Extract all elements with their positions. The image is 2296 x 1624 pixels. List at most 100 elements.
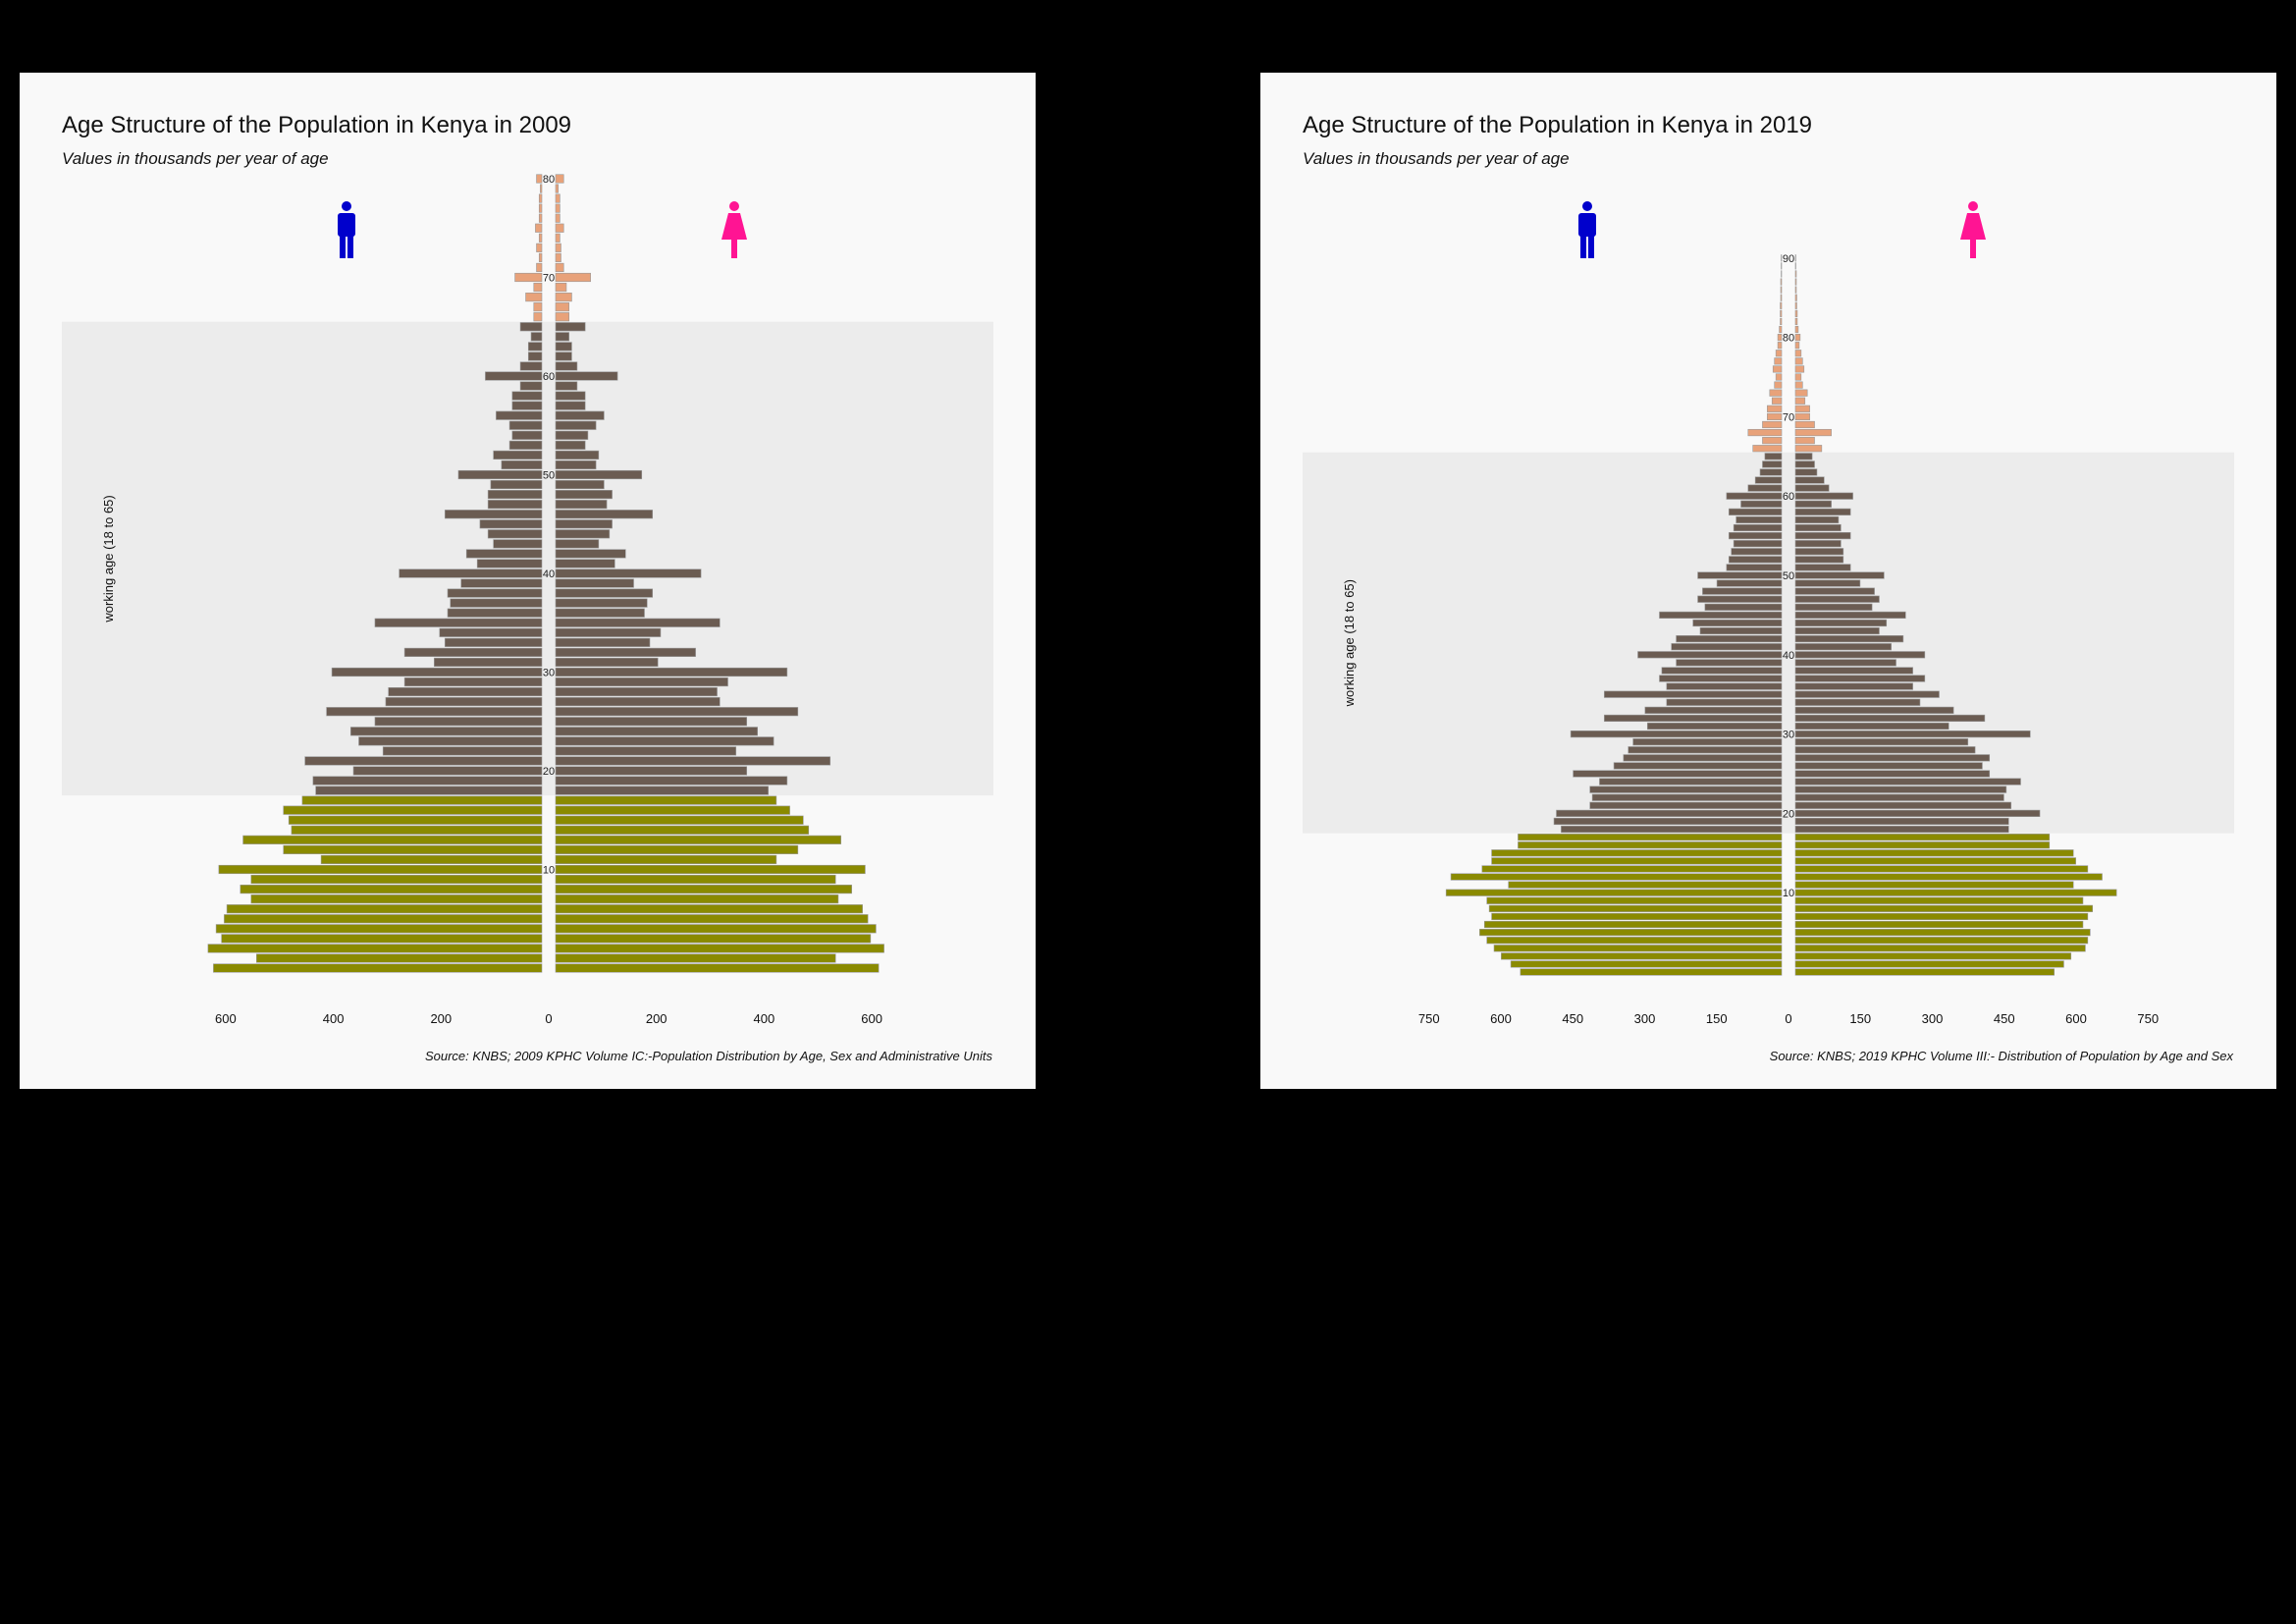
age-tick-label: 80 (1783, 333, 1794, 345)
male-bar (1780, 278, 1783, 286)
female-bar (555, 332, 570, 342)
male-bar (382, 746, 543, 756)
male-bar (1666, 682, 1783, 690)
male-bar (1676, 635, 1783, 643)
male-bar (1716, 579, 1783, 587)
male-icon-torso (338, 213, 355, 237)
chart-panel-2019: Age Structure of the Population in Kenya… (1260, 73, 2276, 1089)
male-bar (1764, 453, 1783, 460)
female-bar (1794, 564, 1851, 571)
age-tick-label: 70 (543, 273, 555, 285)
female-bar (1794, 920, 2084, 929)
chart-source: Source: KNBS; 2019 KPHC Volume III:- Dis… (1769, 1049, 2233, 1063)
male-bar (207, 944, 543, 953)
female-bar (1794, 929, 2091, 937)
male-bar (1666, 698, 1783, 706)
male-bar (1632, 738, 1783, 746)
x-tick-label: 150 (1706, 1011, 1728, 1026)
female-bar (1794, 778, 2021, 785)
female-bar (555, 223, 564, 233)
male-bar (514, 272, 543, 283)
male-bar (501, 460, 543, 470)
x-tick-label: 0 (545, 1011, 552, 1026)
working-age-band (1303, 452, 2234, 834)
female-bar (1794, 738, 1969, 746)
male-figure-icon (338, 201, 355, 258)
male-bar (447, 608, 543, 618)
female-bar (1794, 595, 1880, 603)
male-bar (374, 717, 543, 727)
age-tick-label: 10 (543, 865, 555, 877)
female-bar (555, 469, 643, 480)
x-tick-label: 450 (1562, 1011, 1583, 1026)
male-bar (1699, 626, 1783, 635)
male-bar (439, 627, 543, 637)
female-bar (555, 193, 561, 203)
female-bar (555, 410, 605, 420)
x-tick-label: 200 (646, 1011, 667, 1026)
female-bar (555, 677, 728, 687)
female-bar (1794, 468, 1818, 476)
female-bar (1794, 365, 1805, 373)
chart-subtitle: Values in thousands per year of age (1303, 149, 1570, 168)
male-bar (255, 953, 543, 963)
female-bar (555, 312, 570, 322)
female-bar (555, 233, 561, 243)
male-bar (433, 657, 543, 668)
female-bar (1794, 325, 1799, 334)
age-tick-label: 40 (543, 568, 555, 580)
x-tick-label: 600 (1490, 1011, 1512, 1026)
male-bar (538, 203, 543, 213)
male-bar (519, 322, 543, 332)
male-bar (301, 795, 543, 805)
male-bar (536, 243, 543, 252)
male-bar (218, 864, 543, 875)
male-bar (1731, 548, 1783, 556)
male-bar (519, 381, 543, 391)
female-bar (555, 934, 872, 944)
male-bar (1659, 611, 1783, 619)
male-bar (1740, 500, 1783, 508)
male-bar (1726, 564, 1783, 571)
female-bar (1794, 397, 1806, 405)
female-bar (1794, 556, 1844, 564)
male-bar (312, 776, 543, 785)
female-bar (1794, 548, 1844, 556)
male-bar (511, 391, 543, 401)
male-bar (1728, 556, 1783, 564)
male-bar (525, 293, 543, 302)
age-tick-label: 20 (1783, 808, 1794, 820)
female-bar (1794, 952, 2072, 960)
male-bar (1702, 587, 1783, 595)
female-bar (1794, 643, 1892, 651)
working-age-label: working age (18 to 65) (1342, 579, 1357, 707)
male-bar (457, 469, 543, 480)
male-bar (479, 519, 543, 529)
female-bar (1794, 849, 2074, 857)
male-bar (1769, 389, 1783, 397)
male-bar (536, 174, 543, 184)
male-bar (1481, 865, 1783, 873)
female-bar (1794, 309, 1798, 317)
female-bar (1794, 770, 1991, 778)
female-bar (1794, 603, 1873, 611)
female-bar (555, 598, 648, 608)
male-bar (1637, 651, 1783, 659)
female-bar (1794, 445, 1823, 453)
male-bar (1774, 381, 1783, 389)
female-bar (555, 963, 880, 973)
male-bar (1771, 397, 1783, 405)
male-bar (1752, 445, 1783, 453)
female-bar (1794, 912, 2089, 921)
female-bar (555, 174, 564, 184)
male-bar (240, 885, 543, 894)
male-bar (1659, 675, 1783, 682)
female-bar (1794, 904, 2094, 912)
female-bar (1794, 357, 1803, 365)
female-bar (555, 627, 662, 637)
male-bar (1556, 809, 1783, 817)
male-bar (1644, 706, 1783, 714)
male-bar (226, 904, 543, 914)
female-bar (1794, 515, 1840, 524)
male-bar (493, 539, 543, 549)
